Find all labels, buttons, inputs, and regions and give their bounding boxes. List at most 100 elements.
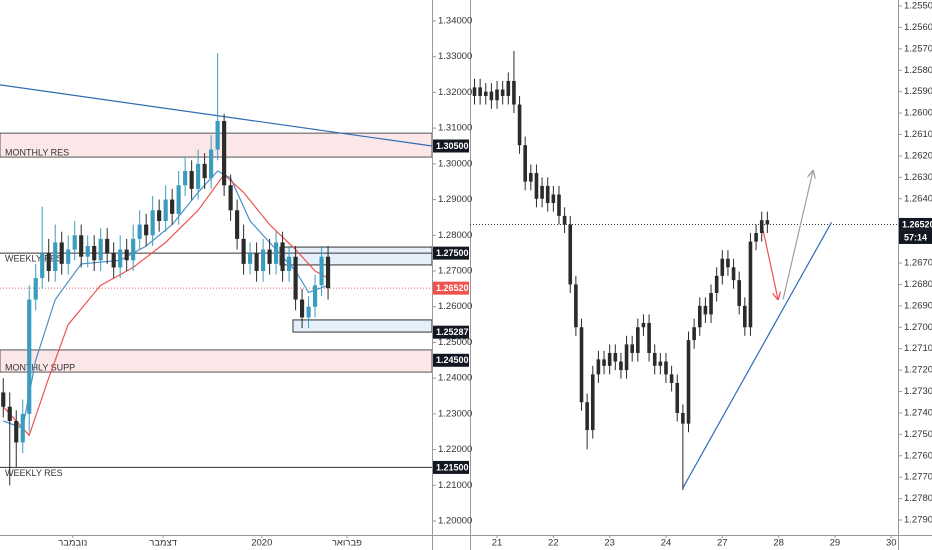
candle-body [202,163,207,179]
zone-label: MONTHLY RES [5,147,69,157]
y-tick-label: 1.30000 [438,158,472,169]
candle-body [596,359,601,375]
price-label: 1.21500 [436,462,469,472]
y-tick-label: 1.26300 [904,172,932,183]
candle-body [299,299,305,318]
y-tick-label: 1.25000 [438,337,472,348]
candle-body [46,253,51,271]
candle-body [472,87,477,96]
candle-body [579,327,584,403]
level-label: WEEKLY RES [5,468,63,478]
y-tick-label: 1.24000 [438,373,472,384]
candle-body [325,256,331,289]
candle-body [652,352,657,366]
line [0,84,432,147]
candle-body [176,185,181,214]
candle-body [664,361,668,375]
y-tick-label: 1.26900 [904,300,932,311]
price-label-box [433,246,469,260]
candle-body [517,104,522,146]
y-tick-label: 1.22000 [438,444,472,455]
x-tick-label: 27 [717,538,728,549]
candle-body [7,406,12,421]
candle-body [131,238,136,261]
x-tick-label: פברואר [332,538,362,549]
candle-body [478,87,482,96]
candle-body [144,224,149,236]
y-tick-label: 1.34000 [438,16,472,27]
price-label-box [433,325,469,339]
candle-body [27,299,32,414]
x-tick-label: 24 [661,538,672,549]
candle-body [111,253,116,268]
countdown-box [899,230,932,244]
candle-body [512,80,516,105]
y-tick-label: 1.26400 [904,193,932,204]
candle-body [267,249,272,264]
line [782,171,813,300]
candle-body [157,210,162,221]
candle-body [714,275,719,293]
candle-body [737,280,741,306]
candle-body [280,242,285,271]
candle-body [248,253,253,264]
candle-body [681,412,685,424]
candle-body [675,382,680,413]
candle-body [568,224,573,285]
candle-body [720,258,725,276]
candle-body [686,340,691,424]
price-label: 1.26520 [436,283,469,293]
price-label-box [433,353,469,367]
x-tick-label: 29 [830,538,841,549]
candle-body [215,121,220,150]
candle-body [118,249,123,268]
y-tick-label: 1.27300 [904,386,932,397]
candle-body [105,238,110,254]
candle-body [72,235,77,250]
y-tick-label: 1.25700 [904,43,932,54]
candle-body [590,374,595,431]
y-tick-label: 1.26200 [904,150,932,161]
price-label: 1.24500 [436,355,469,365]
candle-body [500,89,505,96]
candle-body [306,306,311,318]
candle-body [312,285,318,307]
line [682,222,833,489]
candle-body [709,292,713,315]
candle-body [170,199,175,214]
candle-body [1,392,6,407]
candle-body [241,238,246,264]
x-tick-label: 2020 [251,538,272,549]
y-tick-label: 1.25600 [904,22,932,33]
y-tick-label: 1.27800 [904,493,932,504]
candle-body [703,305,708,315]
y-tick-label: 1.21000 [438,480,472,491]
line [762,228,778,300]
candle-body [624,344,629,371]
price-label: 1.30500 [436,141,469,151]
x-tick-label: דצמבר [149,538,177,549]
candle-body [150,210,155,236]
candle-body [319,256,324,286]
x-tick-label: 23 [604,538,615,549]
candle-body [692,327,696,341]
price-label: 1.25287 [436,327,469,337]
candle-body [540,185,544,199]
candle-body [14,421,19,443]
countdown: 57:14 [904,232,927,242]
y-tick-label: 1.27000 [904,322,932,333]
y-tick-label: 1.31000 [438,123,472,134]
price-label-box [433,139,469,153]
candle-body [53,242,58,271]
candle-body [545,185,550,204]
y-tick-label: 1.28000 [438,230,472,241]
price-label-box [433,281,469,295]
candle-body [754,233,758,242]
candle-body [529,173,533,182]
candle-body [523,145,527,182]
candle-body [647,322,651,353]
candle-body [551,194,556,204]
candle-body [33,278,38,300]
x-tick-label: 30 [886,538,897,549]
y-tick-label: 1.20000 [438,516,472,527]
